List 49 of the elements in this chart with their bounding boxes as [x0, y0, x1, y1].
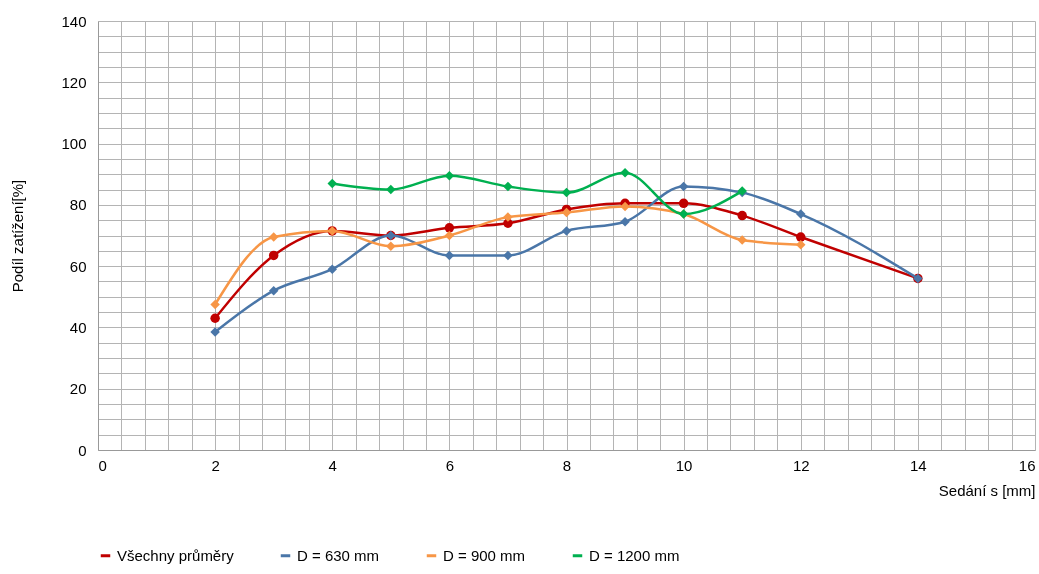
x-tick-label: 16 — [1018, 456, 1036, 474]
point — [444, 230, 455, 241]
y-axis-title: Podíl zatížení[%] — [9, 179, 27, 293]
point — [386, 184, 396, 195]
x-tick-label: 6 — [445, 456, 455, 474]
y-tick-label: 60 — [69, 257, 87, 275]
x-tick-label: 4 — [328, 456, 337, 474]
point — [327, 178, 337, 189]
point — [678, 198, 689, 209]
point — [678, 181, 689, 192]
y-tick-label: 20 — [69, 380, 87, 398]
point — [796, 232, 806, 242]
point — [444, 171, 455, 181]
point — [737, 235, 747, 245]
x-tick-label: 2 — [211, 456, 220, 474]
x-tick-label: 10 — [675, 456, 693, 474]
x-tick-label: 0 — [98, 456, 107, 474]
point — [796, 209, 806, 219]
y-tick-label: 0 — [78, 441, 87, 459]
point — [268, 232, 279, 242]
legend-label: Všechny průměry — [117, 546, 235, 564]
point — [327, 264, 337, 274]
x-axis-title: Sedání s [mm] — [938, 481, 1036, 499]
legend-label: D = 1200 mm — [589, 546, 680, 564]
point — [737, 210, 747, 221]
point — [503, 250, 513, 261]
point — [444, 223, 455, 233]
point — [620, 216, 630, 227]
y-tick-label: 100 — [61, 135, 87, 153]
point — [620, 167, 630, 178]
x-tick-label: 8 — [562, 456, 572, 474]
y-tick-label: 120 — [61, 73, 87, 91]
point — [796, 239, 806, 250]
y-tick-label: 140 — [61, 12, 87, 30]
point — [210, 299, 220, 310]
point — [268, 250, 279, 261]
legend-label: D = 630 mm — [297, 546, 380, 564]
legend-label: D = 900 mm — [443, 546, 526, 564]
x-tick-label: 14 — [910, 456, 927, 474]
point — [386, 241, 396, 251]
y-tick-label: 40 — [69, 318, 87, 336]
point — [210, 313, 220, 323]
point — [503, 181, 513, 192]
x-tick-label: 12 — [792, 456, 810, 474]
point — [561, 187, 572, 198]
point — [444, 250, 455, 261]
point — [268, 285, 279, 296]
y-tick-label: 80 — [69, 196, 87, 214]
point — [561, 226, 572, 236]
